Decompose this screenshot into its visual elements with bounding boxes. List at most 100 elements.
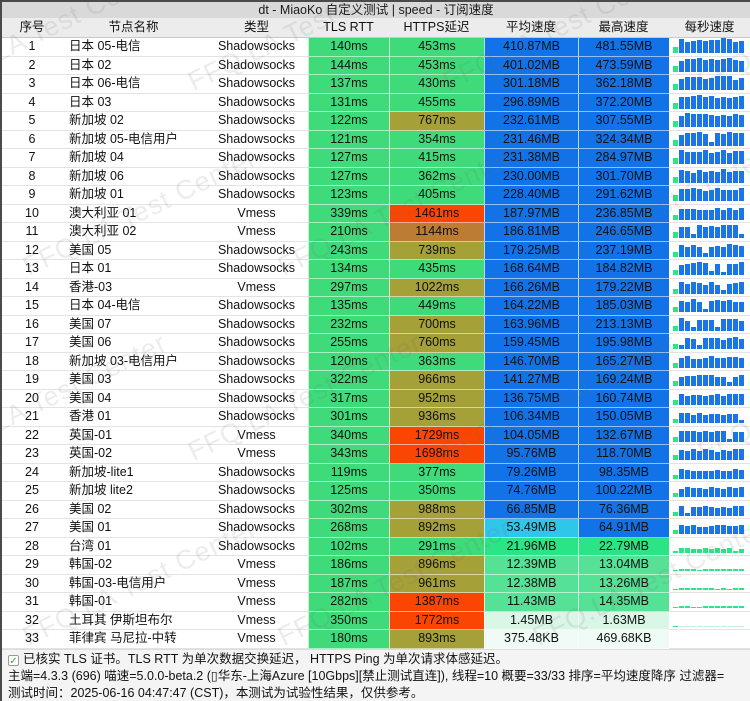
- sparkline-bar: [721, 225, 726, 238]
- table-row[interactable]: 6 新加坡 05-电信用户 Shadowsocks 121ms 354ms 231.46M…: [2, 130, 750, 149]
- cell-index: 5: [2, 112, 62, 131]
- cell-tls-rtt: 187ms: [308, 574, 389, 593]
- sparkline-bar: [703, 309, 708, 312]
- cell-avg-speed: 228.40MB: [484, 186, 578, 205]
- col-header-https-latency[interactable]: HTTPS延迟: [403, 20, 470, 34]
- table-row[interactable]: 31 韩国-01 Vmess 282ms 1387ms 11.43MB 14.35MB: [2, 593, 750, 612]
- sparkline-bar: [685, 152, 690, 164]
- table-row[interactable]: 21 香港 01 Shadowsocks 301ms 936ms 106.34MB 150.…: [2, 408, 750, 427]
- table-row[interactable]: 32 土耳其 伊斯坦布尔 Vmess 350ms 1772ms 1.45MB 1.63MB: [2, 611, 750, 630]
- table-row[interactable]: 14 香港-03 Vmess 297ms 1022ms 166.26MB 179.22MB: [2, 278, 750, 297]
- sparkline-bar: [697, 209, 702, 220]
- cell-type: Vmess: [205, 278, 308, 297]
- cell-tls-rtt: 210ms: [308, 223, 389, 242]
- col-header-index[interactable]: 序号: [19, 20, 45, 34]
- sparkline-bar: [739, 207, 744, 220]
- table-row[interactable]: 23 英国-02 Vmess 343ms 1698ms 95.76MB 118.70MB: [2, 445, 750, 464]
- table-row[interactable]: 2 日本 02 Shadowsocks 144ms 453ms 401.02MB 473.5…: [2, 56, 750, 75]
- sparkline-bar: [697, 345, 702, 349]
- table-row[interactable]: 30 韩国-03-电信用户 Vmess 187ms 961ms 12.38MB 13.26M…: [2, 574, 750, 593]
- sparkline-bar: [739, 505, 744, 516]
- table-row[interactable]: 7 新加坡 04 Shadowsocks 127ms 415ms 231.38MB 284.…: [2, 149, 750, 168]
- footer-note-tls-text: 已核实 TLS 证书。TLS RTT 为单次数据交换延迟， HTTPS Ping…: [23, 651, 508, 666]
- sparkline-bar: [715, 245, 720, 257]
- sparkline-bar: [703, 449, 708, 460]
- table-row[interactable]: 1 日本 05-电信 Shadowsocks 140ms 453ms 410.87MB 48…: [2, 38, 750, 57]
- table-row[interactable]: 4 日本 03 Shadowsocks 131ms 455ms 296.89MB 372.2…: [2, 93, 750, 112]
- table-row[interactable]: 11 澳大利亚 02 Vmess 210ms 1144ms 186.81MB 246.65M…: [2, 223, 750, 242]
- sparkline-bar: [739, 625, 744, 627]
- sparkline-bar: [685, 227, 690, 238]
- table-row[interactable]: 15 日本 04-电信 Shadowsocks 135ms 449ms 164.22MB 1…: [2, 297, 750, 316]
- sparkline-bar: [727, 382, 732, 386]
- sparkline-bar: [727, 243, 732, 257]
- table-row[interactable]: 26 美国 02 Shadowsocks 302ms 988ms 66.85MB 76.36…: [2, 500, 750, 519]
- table-row[interactable]: 3 日本 06-电信 Shadowsocks 137ms 430ms 301.18MB 36…: [2, 75, 750, 94]
- table-row[interactable]: 9 新加坡 01 Shadowsocks 123ms 405ms 228.40MB 291.…: [2, 186, 750, 205]
- table-row[interactable]: 16 美国 07 Shadowsocks 232ms 700ms 163.96MB 213.…: [2, 315, 750, 334]
- cell-tls-rtt: 317ms: [308, 389, 389, 408]
- sparkline-bar: [727, 76, 732, 90]
- cell-node-name: 台湾 01: [62, 537, 205, 556]
- cell-node-name: 土耳其 伊斯坦布尔: [62, 611, 205, 630]
- sparkline-bar: [715, 76, 720, 90]
- cell-type: Shadowsocks: [205, 297, 308, 316]
- table-row[interactable]: 5 新加坡 02 Shadowsocks 122ms 767ms 232.61MB 307.…: [2, 112, 750, 131]
- table-row[interactable]: 22 英国-01 Vmess 340ms 1729ms 104.05MB 132.67MB: [2, 426, 750, 445]
- table-row[interactable]: 17 美国 06 Shadowsocks 255ms 760ms 159.45MB 195.…: [2, 334, 750, 353]
- table-row[interactable]: 25 新加坡 lite2 Shadowsocks 125ms 350ms 74.76MB 1…: [2, 482, 750, 501]
- col-header-tls-rtt[interactable]: TLS RTT: [323, 20, 374, 34]
- table-row[interactable]: 10 澳大利亚 01 Vmess 339ms 1461ms 187.97MB 236.85M…: [2, 204, 750, 223]
- sparkline-bar: [733, 337, 738, 349]
- sparkline-bar: [685, 526, 690, 534]
- cell-node-name: 新加坡 05-电信用户: [62, 130, 205, 149]
- cell-node-name: 美国 01: [62, 519, 205, 538]
- table-row[interactable]: 20 美国 04 Shadowsocks 317ms 952ms 136.75MB 160.…: [2, 389, 750, 408]
- sparkline-bar: [715, 227, 720, 238]
- cell-https-latency: 430ms: [389, 75, 484, 94]
- table-row[interactable]: 24 新加坡-lite1 Shadowsocks 119ms 377ms 79.26MB 9…: [2, 463, 750, 482]
- sparkline-bar: [703, 171, 708, 183]
- sparkline-bar: [739, 245, 744, 257]
- table-row[interactable]: 28 台湾 01 Shadowsocks 102ms 291ms 21.96MB 22.79…: [2, 537, 750, 556]
- sparkline-bar: [715, 188, 720, 201]
- sparkline-bar: [703, 59, 708, 72]
- sparkline-bar: [685, 113, 690, 127]
- cell-speed-sparkline: [669, 112, 750, 131]
- col-header-per-second-speed[interactable]: 每秒速度: [684, 20, 735, 34]
- sparkline-bar: [709, 58, 714, 72]
- col-header-node-name[interactable]: 节点名称: [108, 20, 159, 34]
- table-row[interactable]: 13 日本 01 Shadowsocks 134ms 435ms 168.64MB 184.…: [2, 260, 750, 279]
- sparkline-bar: [727, 153, 732, 164]
- sparkline-bar: [691, 132, 696, 146]
- col-header-avg-speed[interactable]: 平均速度: [505, 20, 556, 34]
- sparkline-bar: [709, 355, 714, 368]
- table-row[interactable]: 33 菲律宾 马尼拉-中转 Vmess 180ms 893ms 375.48KB 469.6…: [2, 630, 750, 649]
- cell-index: 1: [2, 38, 62, 57]
- table-row[interactable]: 29 韩国-02 Vmess 186ms 896ms 12.39MB 13.04MB: [2, 556, 750, 575]
- sparkline-bar: [697, 189, 702, 201]
- sparkline-bar: [733, 132, 738, 146]
- sparkline-bar: [703, 79, 708, 90]
- sparkline-bar: [739, 262, 744, 275]
- sparkline-bar: [679, 525, 684, 534]
- cell-https-latency: 1461ms: [389, 204, 484, 223]
- cell-index: 23: [2, 445, 62, 464]
- table-row[interactable]: 27 美国 01 Shadowsocks 268ms 892ms 53.49MB 64.91…: [2, 519, 750, 538]
- table-row[interactable]: 18 新加坡 03-电信用户 Shadowsocks 120ms 363ms 146.70…: [2, 352, 750, 371]
- col-header-type[interactable]: 类型: [243, 20, 269, 34]
- sparkline-bar: [715, 300, 720, 312]
- sparkline-bar: [727, 116, 732, 127]
- table-row[interactable]: 12 美国 05 Shadowsocks 243ms 739ms 179.25MB 237.…: [2, 241, 750, 260]
- cell-avg-speed: 230.00MB: [484, 167, 578, 186]
- sparkline-bar: [715, 338, 720, 349]
- footer: ✓ 已核实 TLS 证书。TLS RTT 为单次数据交换延迟， HTTPS Pin…: [2, 648, 750, 701]
- cell-speed-sparkline: [669, 186, 750, 205]
- cell-type: Vmess: [205, 556, 308, 575]
- sparkline-bar: [721, 209, 726, 220]
- table-row[interactable]: 19 美国 03 Shadowsocks 322ms 966ms 141.27MB 169.…: [2, 371, 750, 390]
- sparkline-bar: [691, 263, 696, 275]
- col-header-max-speed[interactable]: 最高速度: [598, 20, 649, 34]
- table-row[interactable]: 8 新加坡 06 Shadowsocks 127ms 362ms 230.00MB 301.…: [2, 167, 750, 186]
- sparkline-bar: [697, 131, 702, 146]
